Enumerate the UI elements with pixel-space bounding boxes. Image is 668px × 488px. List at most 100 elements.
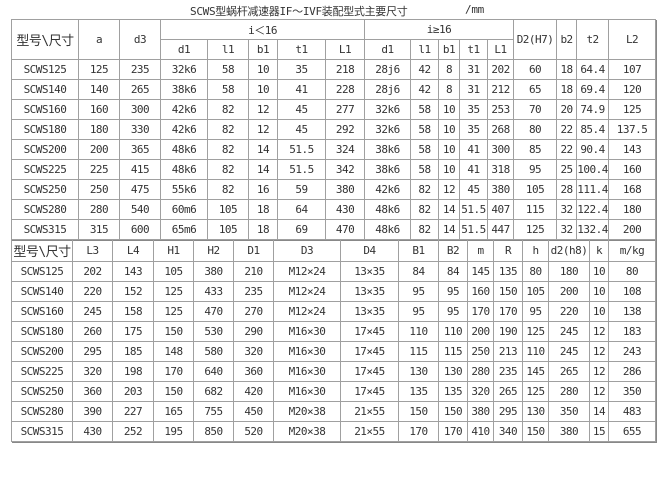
value-cell: 245	[548, 341, 590, 362]
value-cell: 150	[153, 381, 194, 402]
header-lt16-b1: b1	[248, 39, 278, 60]
value-cell: 137.5	[608, 119, 657, 140]
table-row: SCWS250 360 203 150 682 420 M16×30 17×45 135 135 3…	[11, 381, 656, 402]
value-cell: 268	[487, 119, 515, 140]
value-cell: 600	[119, 219, 161, 240]
value-cell: 82	[410, 199, 440, 220]
value-cell: 407	[487, 199, 515, 220]
value-cell: 138	[608, 301, 656, 322]
value-cell: 22	[556, 139, 578, 160]
value-cell: 84	[398, 261, 439, 282]
value-cell: 410	[467, 421, 494, 442]
value-cell: 84	[438, 261, 468, 282]
value-cell: 105	[207, 199, 249, 220]
value-cell: 225	[78, 159, 120, 180]
value-cell: 20	[556, 99, 578, 120]
value-cell: 140	[78, 79, 120, 100]
value-cell: 80	[608, 261, 656, 282]
value-cell: 380	[467, 401, 494, 422]
value-cell: 41	[277, 79, 326, 100]
value-cell: 430	[72, 421, 113, 442]
value-cell: 380	[487, 179, 515, 200]
value-cell: 8	[438, 59, 461, 80]
value-cell: 85	[513, 139, 558, 160]
value-cell: 21×55	[340, 401, 399, 422]
value-cell: 295	[72, 341, 113, 362]
value-cell: 170	[153, 361, 194, 382]
table-row: SCWS200 200 365 48k6 82 14 51.5 324 38k6 58 10 41 30…	[11, 139, 657, 160]
value-cell: 95	[438, 281, 468, 302]
value-cell: 265	[548, 361, 590, 382]
value-cell: 252	[112, 421, 154, 442]
value-cell: 32k6	[364, 99, 412, 120]
value-cell: 42k6	[160, 99, 208, 120]
value-cell: 41	[459, 139, 489, 160]
value-cell: 82	[207, 179, 249, 200]
header-cell: H1	[153, 239, 194, 262]
value-cell: 125	[522, 321, 549, 342]
value-cell: 475	[119, 179, 161, 200]
table-row: SCWS315 315 600 65m6 105 18 69 470 48k6 82 14 51.5 4…	[11, 219, 657, 240]
value-cell: 74.9	[576, 99, 610, 120]
header-ge16-d1: d1	[364, 39, 412, 60]
model-cell: SCWS280	[11, 199, 79, 220]
value-cell: 12	[248, 119, 278, 140]
value-cell: 38k6	[364, 139, 412, 160]
value-cell: 433	[193, 281, 234, 302]
value-cell: 243	[608, 341, 656, 362]
value-cell: M12×24	[273, 281, 341, 302]
value-cell: 48k6	[364, 199, 412, 220]
value-cell: 10	[438, 119, 461, 140]
value-cell: 58	[207, 59, 249, 80]
table-row: SCWS225 225 415 48k6 82 14 51.5 342 38k6 58 10 41 31…	[11, 159, 657, 180]
value-cell: 51.5	[459, 199, 489, 220]
value-cell: 14	[589, 401, 609, 422]
value-cell: 170	[438, 421, 468, 442]
header-cell: m	[467, 239, 494, 262]
value-cell: 115	[513, 199, 558, 220]
value-cell: 350	[548, 401, 590, 422]
value-cell: 180	[548, 261, 590, 282]
value-cell: 160	[467, 281, 494, 302]
header-t2: t2	[576, 19, 610, 60]
model-cell: SCWS280	[11, 401, 73, 422]
value-cell: 315	[78, 219, 120, 240]
value-cell: 82	[207, 159, 249, 180]
model-cell: SCWS200	[11, 139, 79, 160]
value-cell: 31	[459, 59, 489, 80]
value-cell: 280	[467, 361, 494, 382]
model-cell: SCWS180	[11, 321, 73, 342]
value-cell: 10	[438, 139, 461, 160]
value-cell: 32k6	[160, 59, 208, 80]
value-cell: 14	[438, 219, 461, 240]
table-row: SCWS280 280 540 60m6 105 18 64 430 48k6 82 14 51.5 4…	[11, 199, 657, 220]
header-cell: H2	[193, 239, 234, 262]
value-cell: 415	[119, 159, 161, 180]
table-row: SCWS280 390 227 165 755 450 M20×38 21×55 150 150 3…	[11, 401, 656, 422]
value-cell: 380	[324, 179, 366, 200]
value-cell: 260	[72, 321, 113, 342]
value-cell: 483	[608, 401, 656, 422]
value-cell: 320	[233, 341, 274, 362]
header-ge16-b1: b1	[438, 39, 461, 60]
header-cell: h	[522, 239, 549, 262]
value-cell: 150	[153, 321, 194, 342]
value-cell: 15	[589, 421, 609, 442]
header-ge16-t1: t1	[459, 39, 489, 60]
header-cell: B2	[438, 239, 468, 262]
table-row: SCWS125 125 235 32k6 58 10 35 218 28j6 42 8 31 202 60…	[11, 59, 657, 80]
value-cell: 145	[467, 261, 494, 282]
value-cell: 10	[248, 79, 278, 100]
value-cell: 470	[324, 219, 366, 240]
value-cell: 59	[277, 179, 326, 200]
header-lt16-t1: t1	[277, 39, 326, 60]
header-cell: L3	[72, 239, 113, 262]
value-cell: 168	[608, 179, 657, 200]
value-cell: 324	[324, 139, 366, 160]
value-cell: 45	[459, 179, 489, 200]
model-cell: SCWS250	[11, 179, 79, 200]
header-cell: D1	[233, 239, 274, 262]
value-cell: 125	[153, 281, 194, 302]
value-cell: 12	[589, 381, 609, 402]
value-cell: 10	[589, 281, 609, 302]
